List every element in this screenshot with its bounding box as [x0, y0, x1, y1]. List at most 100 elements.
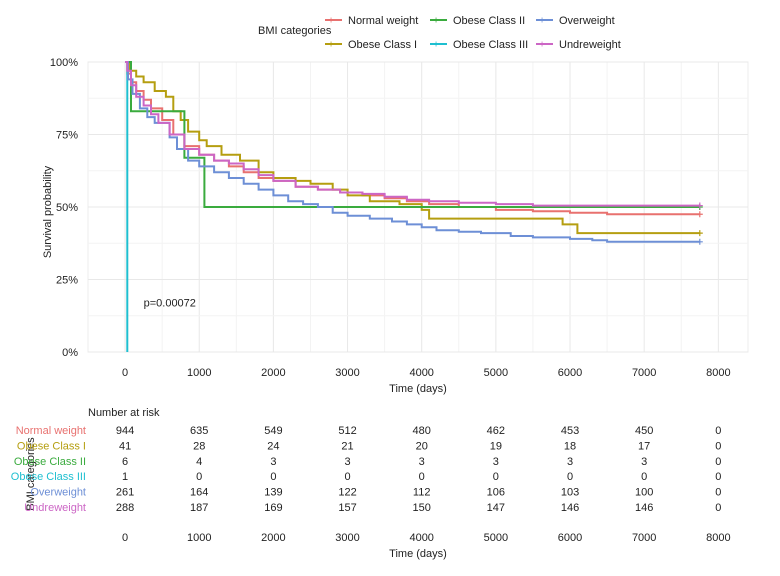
p-value-annotation: p=0.00072	[144, 298, 196, 310]
risk-count: 139	[264, 487, 282, 499]
risk-x-tick-label: 0	[122, 532, 128, 544]
survival-curve-obese-class-i	[125, 61, 700, 235]
risk-count: 3	[641, 456, 647, 468]
risk-count: 944	[116, 425, 134, 437]
risk-table-x-label: Time (days)	[389, 548, 447, 560]
y-tick-label: 50%	[56, 202, 78, 214]
x-tick-label: 2000	[261, 367, 285, 379]
risk-count: 480	[413, 425, 431, 437]
risk-row-label-obese-class-ii: Obese Class II	[14, 456, 86, 468]
risk-x-tick-label: 2000	[261, 532, 285, 544]
y-tick-label: 0%	[62, 347, 78, 359]
legend-label-obese-class-i: Obese Class I	[348, 39, 417, 51]
legend-cross-undreweight: +	[539, 40, 545, 51]
risk-count: 146	[561, 502, 579, 514]
risk-x-tick-label: 7000	[632, 532, 656, 544]
risk-count: 288	[116, 502, 134, 514]
y-tick-label: 25%	[56, 275, 78, 287]
risk-x-tick-label: 8000	[706, 532, 730, 544]
risk-count: 19	[490, 440, 502, 452]
risk-count: 512	[338, 425, 356, 437]
x-tick-label: 7000	[632, 367, 656, 379]
risk-count: 41	[119, 440, 131, 452]
censor-mark-overweight	[696, 238, 703, 245]
risk-count: 18	[564, 440, 576, 452]
risk-count: 3	[419, 456, 425, 468]
legend-title: BMI categories	[258, 25, 332, 37]
risk-count: 3	[270, 456, 276, 468]
legend-label-undreweight: Undreweight	[559, 39, 621, 51]
censor-mark-obese-class-i	[696, 230, 703, 237]
legend-label-obese-class-iii: Obese Class III	[453, 39, 528, 51]
risk-row-label-obese-class-i: Obese Class I	[17, 440, 86, 452]
risk-x-tick-label: 6000	[558, 532, 582, 544]
x-tick-label: 8000	[706, 367, 730, 379]
x-tick-label: 6000	[558, 367, 582, 379]
survival-curve-undreweight	[125, 61, 700, 207]
y-axis-label: Survival probability	[42, 165, 54, 258]
risk-count: 147	[487, 502, 505, 514]
risk-count: 157	[338, 502, 356, 514]
censor-mark-undreweight	[696, 202, 703, 209]
risk-count: 150	[413, 502, 431, 514]
risk-table-y-label: BMI categories	[25, 437, 37, 511]
risk-count: 169	[264, 502, 282, 514]
risk-count: 28	[193, 440, 205, 452]
x-tick-label: 3000	[335, 367, 359, 379]
risk-table-title: Number at risk	[88, 407, 160, 419]
risk-row-label-overweight: Overweight	[30, 487, 86, 499]
survival-curves	[125, 61, 703, 352]
risk-count: 122	[338, 487, 356, 499]
risk-count: 103	[561, 487, 579, 499]
risk-count: 3	[567, 456, 573, 468]
risk-count: 100	[635, 487, 653, 499]
x-tick-label: 1000	[187, 367, 211, 379]
risk-count: 21	[341, 440, 353, 452]
risk-count: 4	[196, 456, 202, 468]
risk-count: 112	[413, 487, 431, 499]
risk-count: 0	[715, 502, 721, 514]
risk-count: 0	[567, 471, 573, 483]
risk-count: 6	[122, 456, 128, 468]
risk-count: 0	[270, 471, 276, 483]
risk-count: 261	[116, 487, 134, 499]
risk-row-label-undreweight: Undreweight	[24, 502, 86, 514]
x-tick-label: 4000	[409, 367, 433, 379]
risk-count: 164	[190, 487, 208, 499]
risk-count: 635	[190, 425, 208, 437]
risk-count: 106	[487, 487, 505, 499]
risk-count: 0	[493, 471, 499, 483]
risk-count: 146	[635, 502, 653, 514]
risk-row-label-obese-class-iii: Obese Class III	[11, 471, 86, 483]
legend-label-normal-weight: Normal weight	[348, 15, 418, 27]
risk-count: 450	[635, 425, 653, 437]
risk-count: 20	[416, 440, 428, 452]
y-tick-label: 100%	[50, 57, 78, 69]
legend-cross-obese-class-ii: +	[433, 16, 439, 27]
risk-count: 462	[487, 425, 505, 437]
risk-count: 0	[641, 471, 647, 483]
legend-cross-obese-class-iii: +	[433, 40, 439, 51]
y-tick-label: 75%	[56, 130, 78, 142]
x-tick-label: 5000	[484, 367, 508, 379]
survival-curve-obese-class-ii	[125, 61, 700, 208]
risk-count: 0	[344, 471, 350, 483]
risk-x-tick-label: 4000	[409, 532, 433, 544]
x-axis-label: Time (days)	[389, 383, 447, 395]
risk-count: 0	[419, 471, 425, 483]
risk-count: 17	[638, 440, 650, 452]
legend-cross-overweight: +	[539, 16, 545, 27]
risk-count: 0	[715, 425, 721, 437]
risk-count: 453	[561, 425, 579, 437]
risk-table: Number at risk BMI categories Time (days…	[11, 407, 731, 560]
risk-count: 0	[715, 456, 721, 468]
legend-cross-obese-class-i: +	[328, 40, 334, 51]
risk-x-tick-label: 1000	[187, 532, 211, 544]
legend: BMI categories + Normal weight + Obese Clas…	[258, 15, 621, 51]
risk-count: 1	[122, 471, 128, 483]
legend-label-obese-class-ii: Obese Class II	[453, 15, 525, 27]
risk-count: 0	[715, 487, 721, 499]
risk-count: 549	[264, 425, 282, 437]
risk-count: 24	[267, 440, 279, 452]
